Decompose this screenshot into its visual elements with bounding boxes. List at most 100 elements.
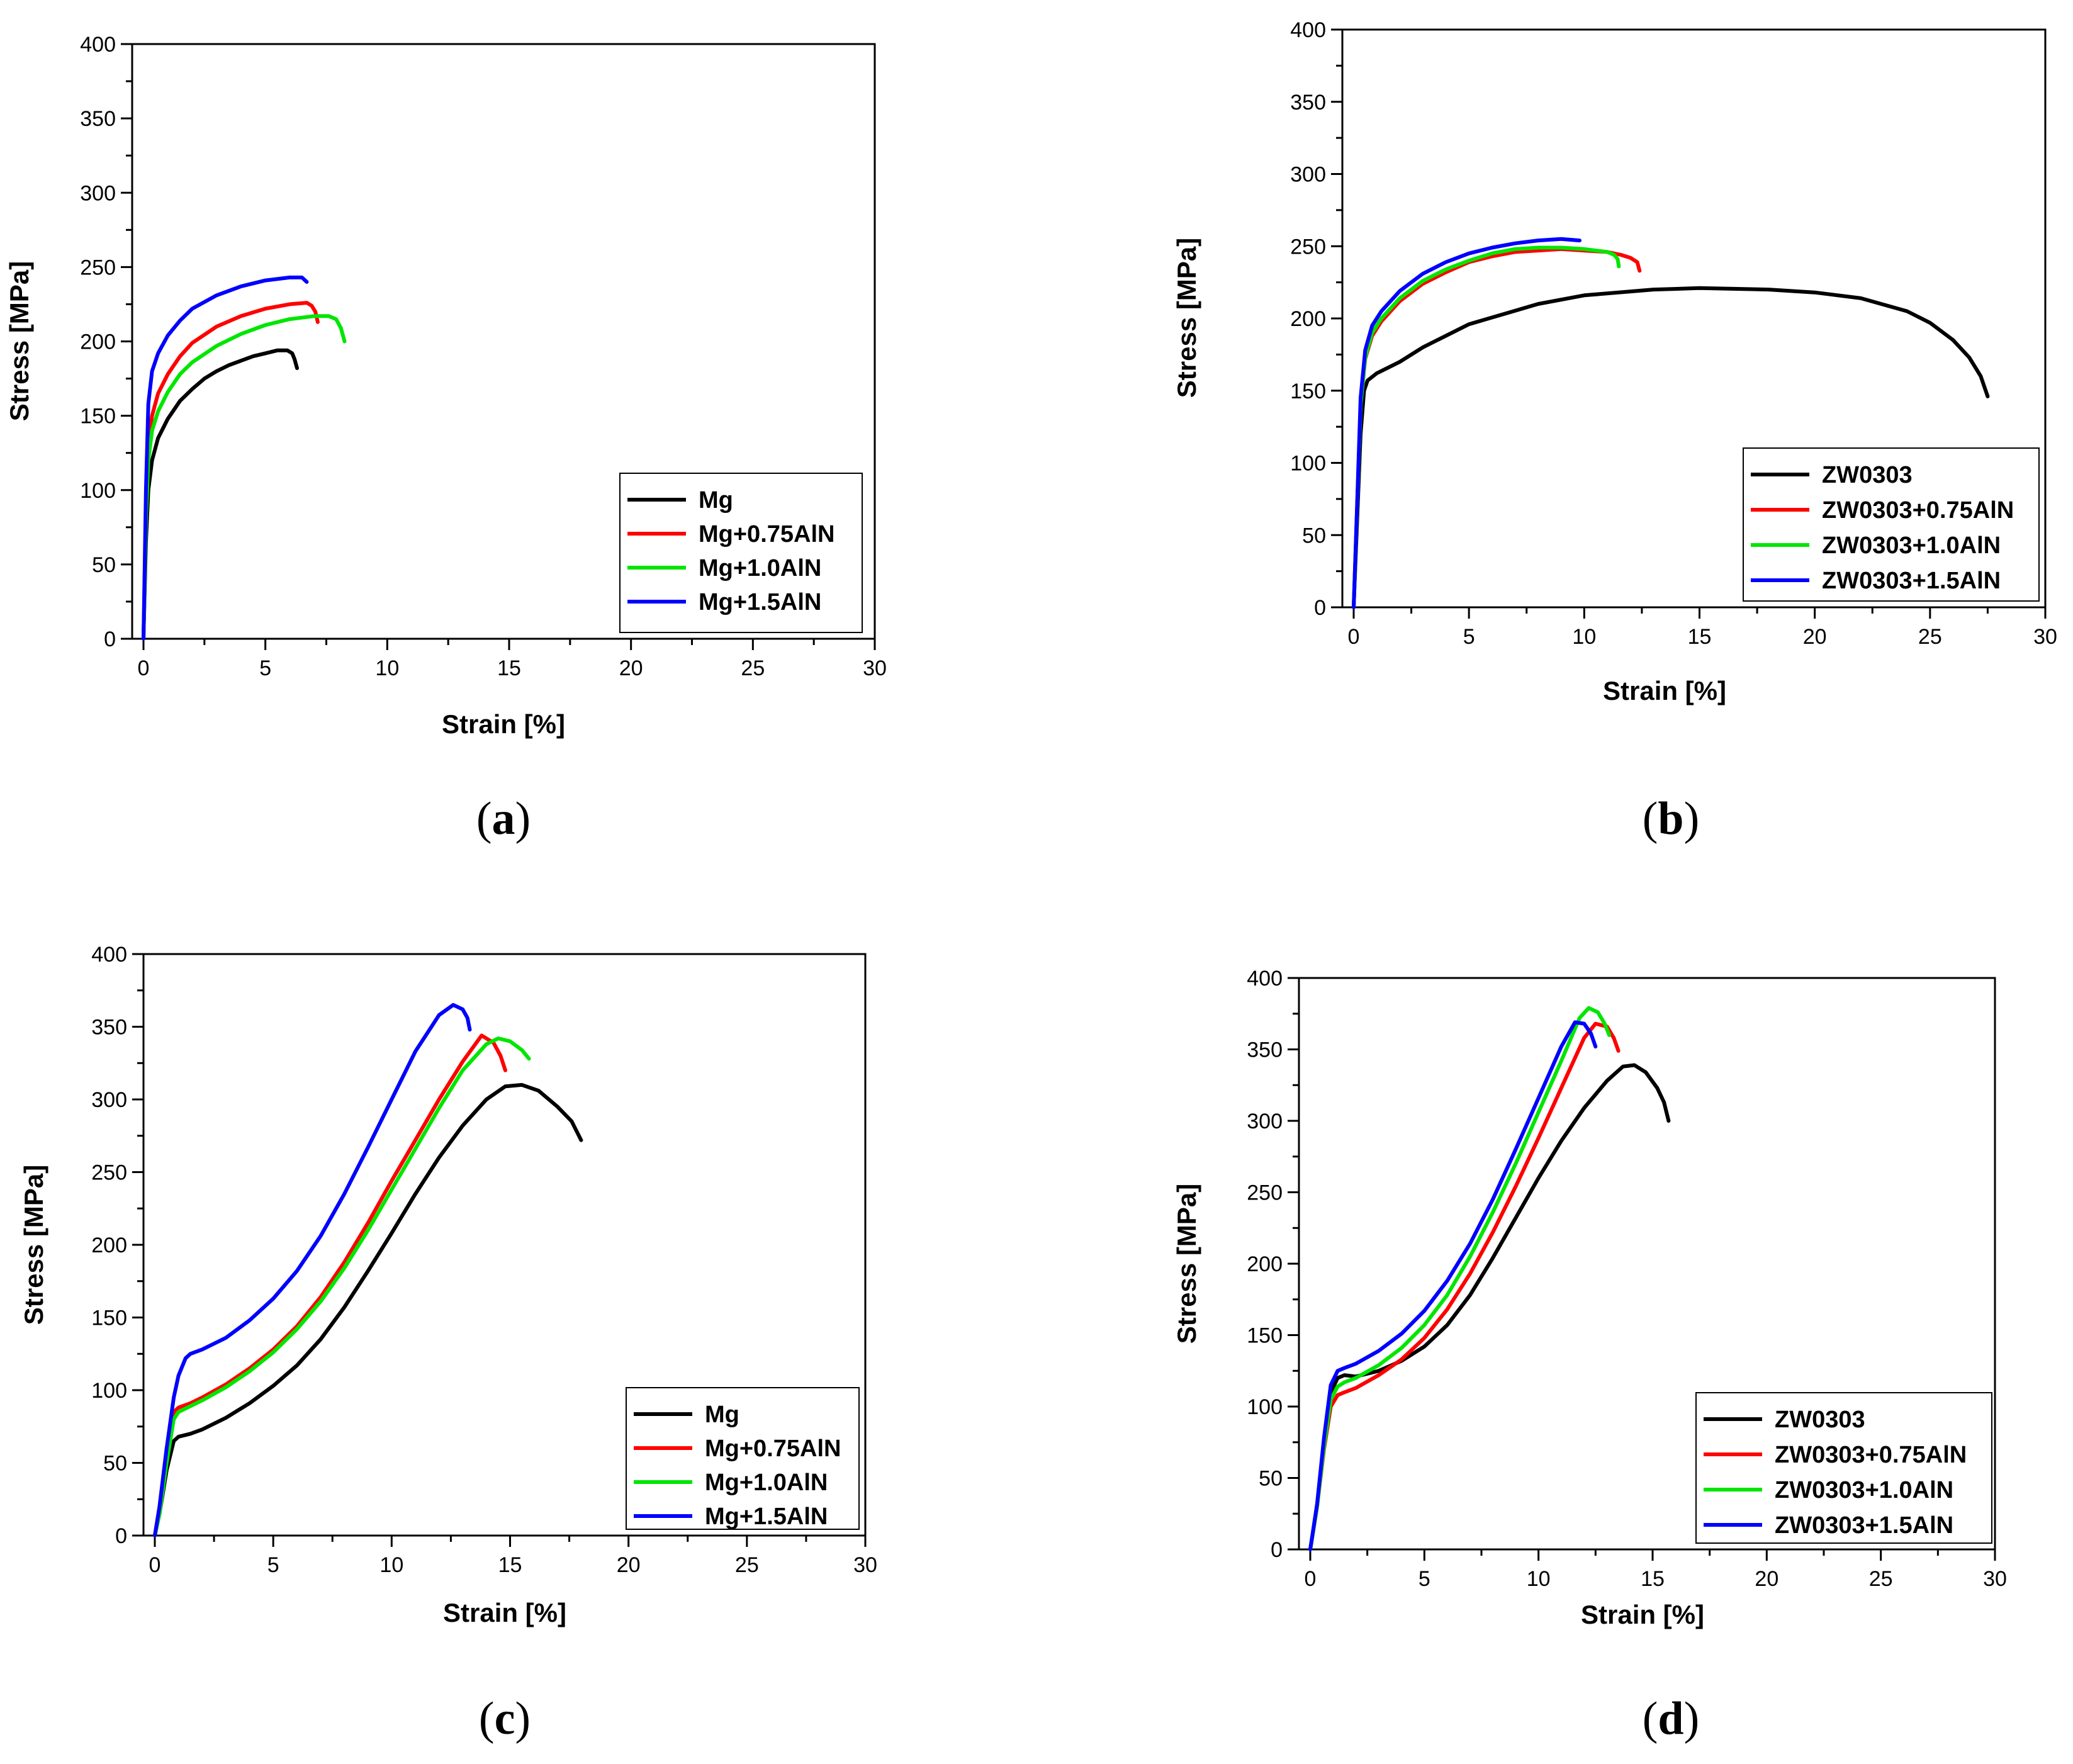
x-tick-label: 10	[1572, 625, 1596, 649]
legend-label-4: ZW0303+1.5AlN	[1775, 1512, 1953, 1539]
y-tick-label: 50	[1259, 1467, 1283, 1491]
x-tick-label: 0	[138, 656, 150, 680]
x-tick-label: 25	[735, 1553, 759, 1577]
panel-label: (c)	[479, 1693, 531, 1744]
panel-label-paren: (	[1643, 793, 1658, 845]
panel-label-letter: c	[495, 1693, 515, 1744]
x-tick-label: 0	[149, 1553, 161, 1577]
y-tick-label: 250	[80, 256, 116, 279]
y-tick-label: 100	[80, 479, 116, 503]
legend-label-3: Mg+1.0AlN	[699, 555, 821, 581]
legend-label-1: Mg	[705, 1402, 739, 1428]
y-tick-label: 200	[91, 1233, 127, 1257]
legend-label-3: ZW0303+1.0AlN	[1822, 532, 2001, 559]
x-tick-label: 20	[1755, 1567, 1778, 1591]
legend-label-1: ZW0303	[1822, 462, 1913, 488]
y-tick-label: 100	[91, 1379, 127, 1403]
series-line-4	[1308, 1020, 1598, 1551]
y-tick-label: 350	[1247, 1038, 1283, 1062]
y-tick-label: 350	[91, 1016, 127, 1040]
x-tick-label: 25	[1869, 1567, 1893, 1591]
x-axis-title: Strain [%]	[442, 709, 565, 739]
x-tick-label: 0	[1348, 625, 1360, 649]
y-tick-label: 150	[80, 405, 116, 429]
y-tick-label: 0	[115, 1524, 127, 1548]
series-line-2	[1308, 1021, 1621, 1551]
x-tick-label: 25	[741, 656, 765, 680]
panel-label-paren: (	[479, 1693, 495, 1744]
y-tick-label: 100	[1290, 452, 1326, 476]
x-tick-label: 0	[1305, 1567, 1317, 1591]
x-tick-label: 15	[1641, 1567, 1665, 1591]
x-tick-label: 5	[1463, 625, 1475, 649]
legend-label-4: ZW0303+1.5AlN	[1822, 568, 2001, 594]
y-tick-label: 400	[1290, 18, 1326, 42]
x-tick-label: 20	[617, 1553, 641, 1577]
panel-label: (b)	[1643, 793, 1699, 845]
series-line-4	[153, 1003, 472, 1537]
series-line-1	[1352, 286, 1990, 609]
x-tick-label: 30	[863, 656, 887, 680]
y-tick-label: 50	[1302, 524, 1326, 548]
x-axis-title: Strain [%]	[443, 1598, 566, 1627]
x-tick-label: 5	[267, 1553, 279, 1577]
legend-label-3: Mg+1.0AlN	[705, 1469, 828, 1496]
panel-label: (d)	[1643, 1693, 1699, 1744]
y-tick-label: 0	[1314, 596, 1326, 620]
series-line-1	[1308, 1063, 1671, 1551]
y-tick-label: 400	[1247, 967, 1283, 991]
x-tick-label: 30	[853, 1553, 877, 1577]
legend-label-4: Mg+1.5AlN	[705, 1503, 828, 1530]
x-tick-label: 15	[1688, 625, 1712, 649]
series-line-4	[142, 275, 309, 641]
legend-label-2: ZW0303+0.75AlN	[1822, 497, 2014, 524]
panel-label-paren: (	[476, 793, 492, 845]
series-line-3	[1308, 1006, 1612, 1551]
y-tick-label: 0	[1271, 1538, 1283, 1562]
y-tick-label: 300	[80, 181, 116, 205]
y-tick-label: 200	[80, 330, 116, 354]
x-tick-label: 15	[497, 656, 521, 680]
y-tick-label: 200	[1247, 1252, 1283, 1276]
y-tick-label: 400	[80, 33, 116, 57]
y-tick-label: 250	[91, 1161, 127, 1185]
y-tick-label: 200	[1290, 307, 1326, 331]
x-tick-label: 25	[1918, 625, 1942, 649]
y-tick-label: 250	[1247, 1181, 1283, 1205]
panel-a: 0 50 100 150 200 250 300 350 400 0 5 10 15 20 25 30 Stra…	[4, 33, 887, 845]
panel-label-letter: b	[1658, 793, 1683, 845]
y-tick-label: 100	[1247, 1395, 1283, 1419]
legend-label-2: Mg+0.75AlN	[699, 521, 834, 548]
x-tick-label: 5	[259, 656, 271, 680]
legend-box	[626, 1387, 860, 1530]
legend-label-1: ZW0303	[1775, 1407, 1865, 1433]
x-tick-label: 5	[1419, 1567, 1430, 1591]
panel-label-paren: (	[1643, 1693, 1658, 1744]
panel-label-paren: )	[515, 1693, 531, 1744]
series-line-1	[142, 348, 299, 641]
series-line-3	[142, 314, 347, 641]
y-tick-label: 150	[1247, 1324, 1283, 1348]
y-tick-label: 50	[92, 553, 116, 577]
legend-label-4: Mg+1.5AlN	[699, 589, 821, 615]
y-tick-label: 350	[80, 107, 116, 131]
panel-label-letter: d	[1658, 1693, 1683, 1744]
y-tick-label: 250	[1290, 235, 1326, 259]
x-tick-label: 20	[619, 656, 643, 680]
legend-label-2: ZW0303+0.75AlN	[1775, 1442, 1967, 1468]
panel-label-letter: a	[492, 793, 515, 845]
x-tick-label: 10	[1527, 1567, 1551, 1591]
panel-d: 0 50 100 150 200 250 300 350 400 0 5 10 15 20 25 30 Stra…	[1172, 967, 2007, 1744]
y-tick-label: 300	[1290, 163, 1326, 187]
x-tick-label: 10	[379, 1553, 403, 1577]
x-tick-label: 10	[375, 656, 399, 680]
y-tick-label: 350	[1290, 91, 1326, 115]
series-line-4	[1352, 237, 1581, 609]
x-tick-label: 30	[2033, 625, 2057, 649]
y-axis-title: Stress [MPa]	[1172, 238, 1201, 398]
panel-label-paren: )	[1684, 1693, 1700, 1744]
x-axis-title: Strain [%]	[1603, 676, 1726, 705]
series-line-3	[153, 1036, 531, 1537]
series-line-1	[153, 1082, 583, 1537]
